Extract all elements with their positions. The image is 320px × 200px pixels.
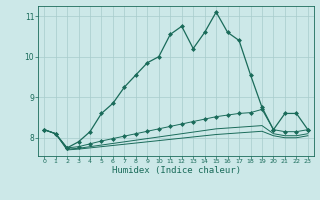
X-axis label: Humidex (Indice chaleur): Humidex (Indice chaleur) bbox=[111, 166, 241, 175]
